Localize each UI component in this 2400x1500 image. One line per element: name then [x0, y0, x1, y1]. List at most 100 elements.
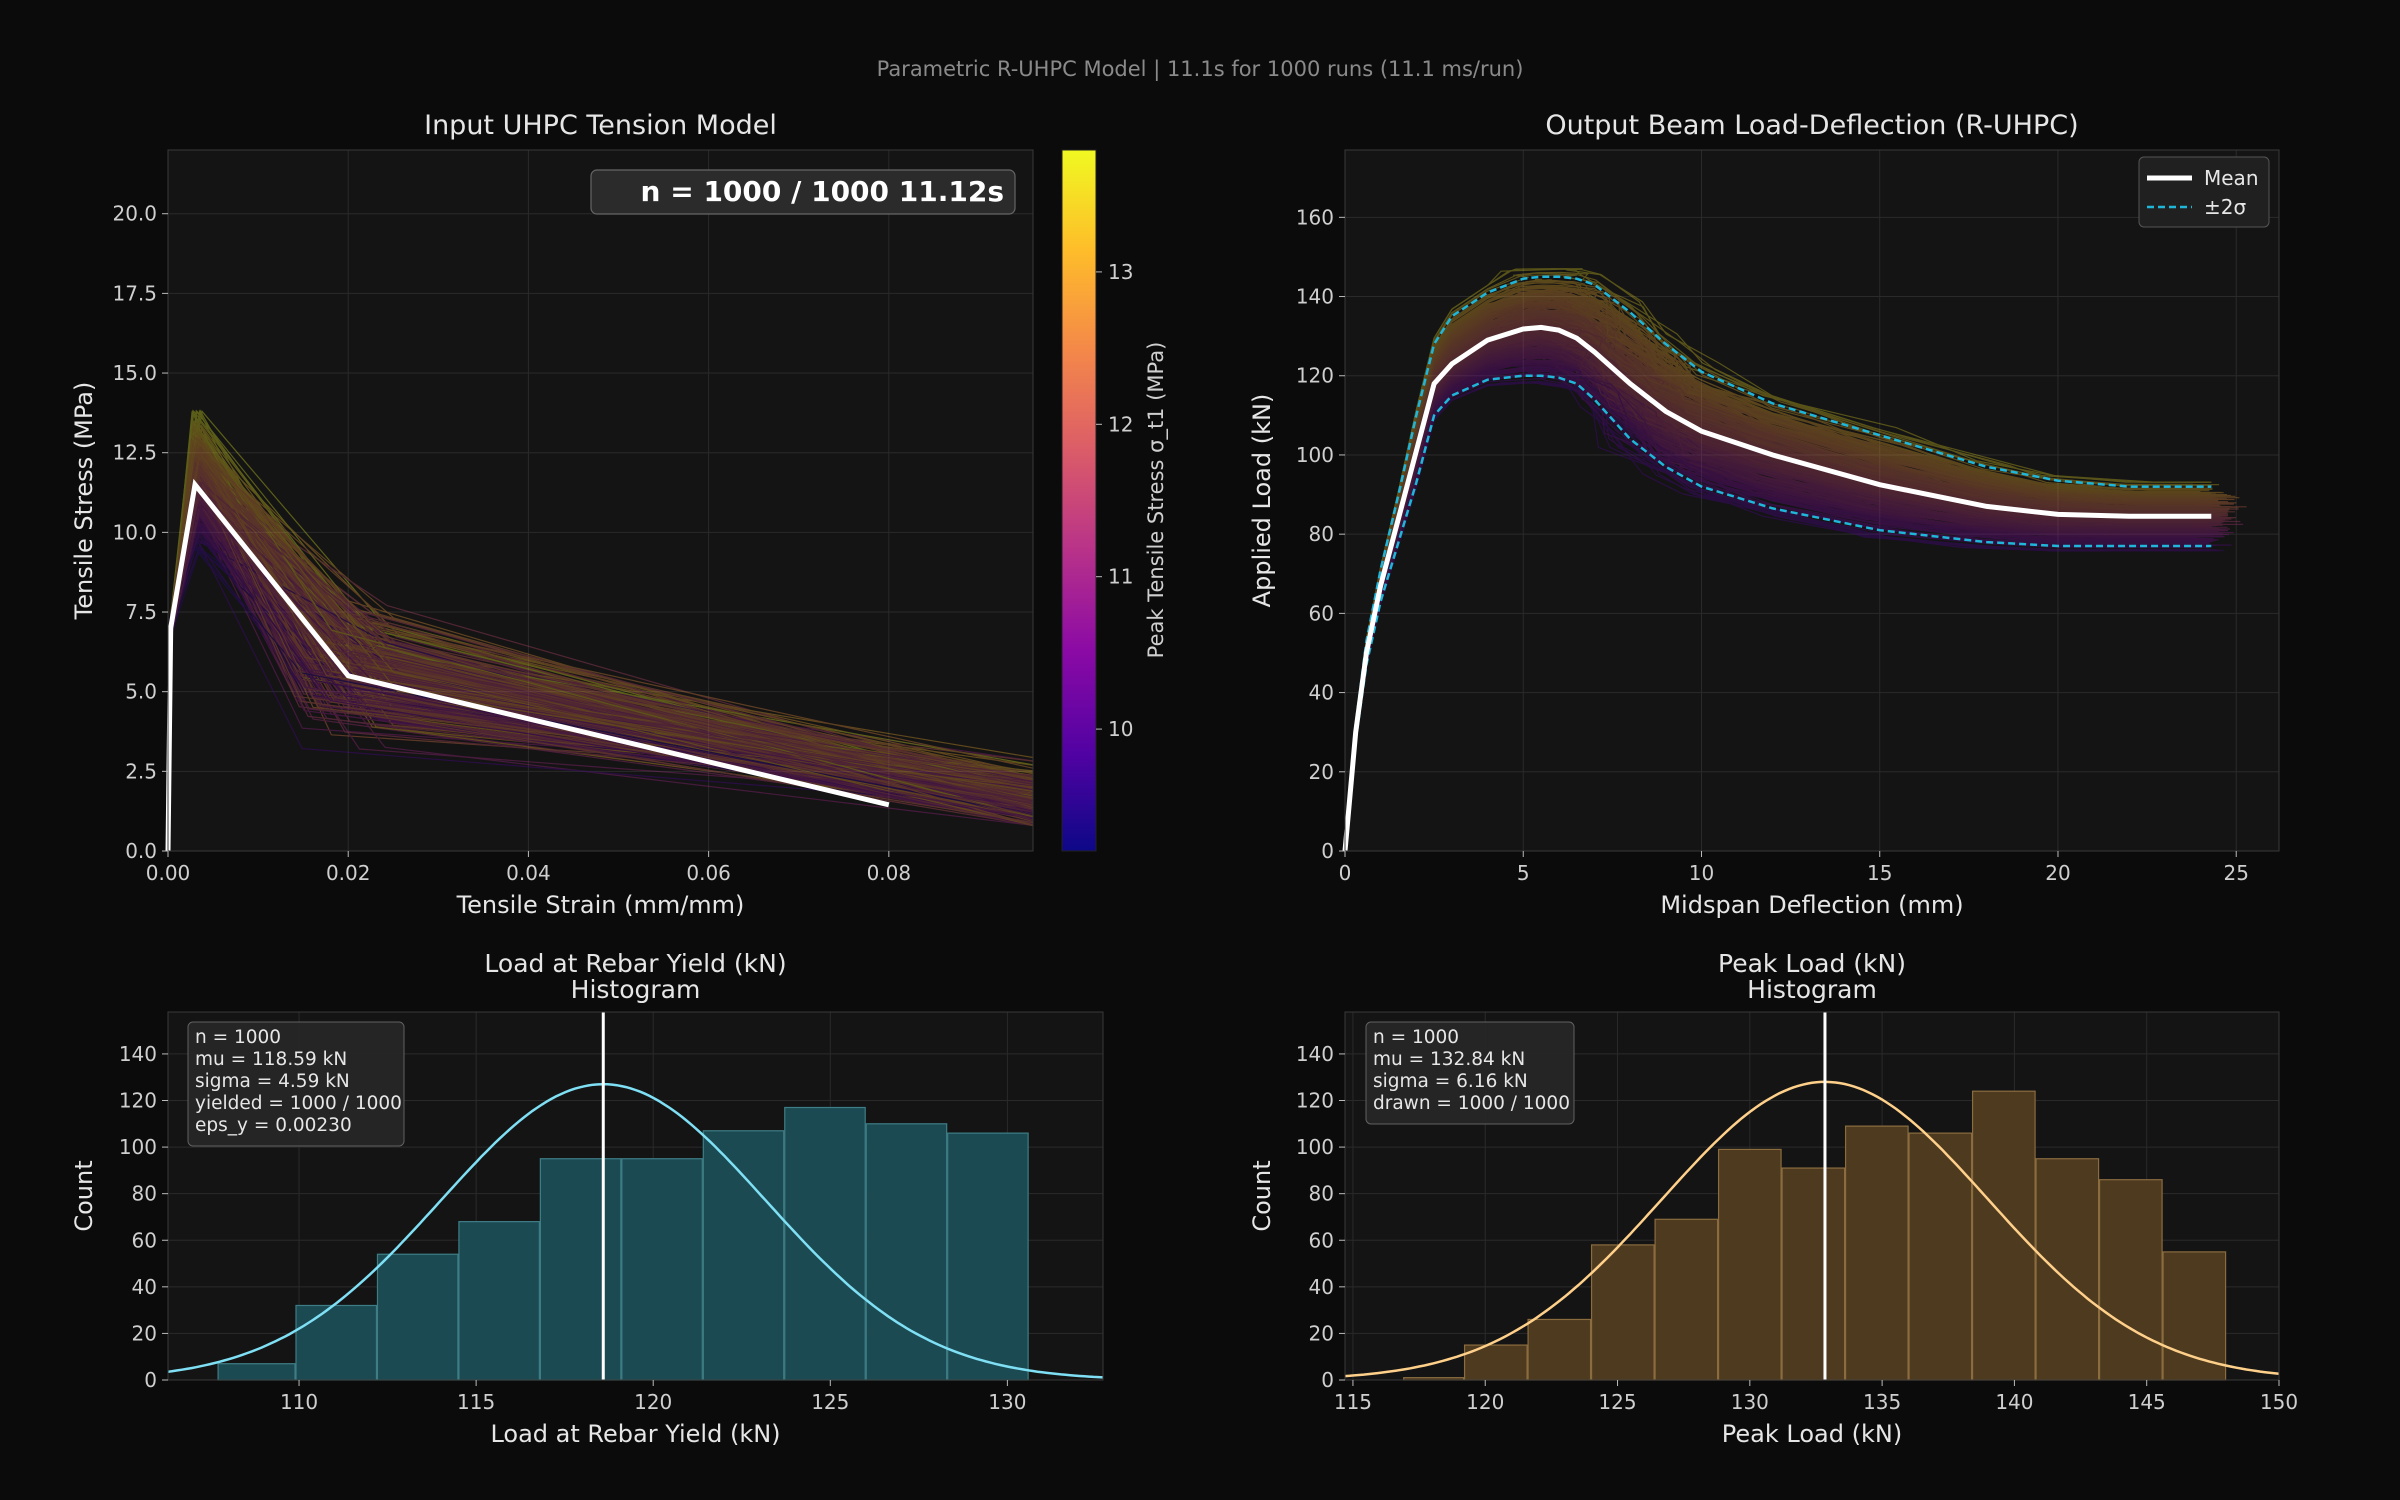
hist1-ytick-label: 60: [132, 1228, 157, 1252]
hist1-xtick-label: 115: [457, 1390, 495, 1414]
loaddefl-ytick-label: 0: [1321, 839, 1334, 863]
loaddefl-ylabel: Applied Load (kN): [1248, 394, 1276, 608]
loaddefl-sample-curve: [1345, 353, 2213, 851]
hist1-bar: [702, 1130, 785, 1381]
loaddefl-sample-curve: [1345, 298, 2208, 851]
loaddefl-sample-curve: [1345, 300, 2206, 851]
loaddefl-sample-curve: [1345, 363, 2214, 851]
loaddefl-sample-curve: [1345, 302, 2206, 851]
loaddefl-sample-curve: [1345, 297, 2225, 851]
loaddefl-sample-curve: [1345, 359, 2225, 851]
loaddefl-sample-curve: [1345, 294, 2199, 851]
loaddefl-sample-curve: [1345, 295, 2240, 851]
loaddefl-ytick-label: 160: [1296, 205, 1334, 229]
tension-ytick-label: 15.0: [112, 361, 157, 385]
loaddefl-sample-curve: [1345, 268, 2211, 851]
loaddefl-sample-curve: [1345, 352, 2206, 851]
loaddefl-sample-curve: [1345, 354, 2204, 851]
legend-sigma-label: ±2σ: [2204, 195, 2246, 219]
hist2-xtick-label: 145: [2128, 1390, 2166, 1414]
loaddefl-sample-curve: [1345, 297, 2192, 851]
loaddefl-sample-curve: [1345, 301, 2228, 851]
hist2-ytick-label: 0: [1321, 1368, 1334, 1392]
colorbar-label: Peak Tensile Stress σ_t1 (MPa): [1144, 342, 1169, 659]
tension-xtick-label: 0.04: [506, 861, 551, 885]
colorbar-tick-label: 10: [1108, 717, 1133, 741]
loaddefl-sample-curve: [1345, 374, 2206, 851]
hist2-bar: [1717, 1148, 1782, 1381]
hist1-bar: [376, 1253, 459, 1381]
colorbar-tick-label: 11: [1108, 565, 1133, 589]
loaddefl-sample-curve: [1345, 303, 2202, 851]
loaddefl-sample-curve: [1345, 293, 2211, 851]
hist1-xlabel: Load at Rebar Yield (kN): [490, 1420, 780, 1448]
hist2-ytick-label: 140: [1296, 1042, 1334, 1066]
loaddefl-plot-area: [1345, 150, 2279, 851]
loaddefl-sample-curve: [1345, 296, 2212, 851]
tension-model-chart: 0.00 0.02 0.04 0.06 0.08 0.0 2.5 5.0 7.5 10.0 12.5…: [70, 110, 1034, 919]
loaddefl-sample-curve: [1345, 296, 2215, 851]
hist1-ytick-label: 140: [119, 1042, 157, 1066]
loaddefl-xtick-label: 25: [2223, 861, 2248, 885]
hist1-stats-line: yielded = 1000 / 1000: [195, 1093, 402, 1114]
tension-xtick-label: 0.08: [867, 861, 912, 885]
loaddefl-sample-curve: [1345, 359, 2225, 851]
hist1-xtick-label: 120: [634, 1390, 672, 1414]
loaddefl-sample-curve: [1345, 291, 2231, 851]
loaddefl-sample-curve: [1345, 303, 2206, 851]
tension-ylabel: Tensile Stress (MPa): [70, 382, 98, 621]
loaddefl-frame: [1344, 149, 2280, 852]
loaddefl-sample-curve: [1345, 292, 2208, 851]
loaddefl-xtick-label: 0: [1339, 861, 1352, 885]
loaddefl-sample-curve: [1345, 363, 2213, 851]
peak-load-histogram: 115 120 125 130 135 140 145 150 0 20 40 60 80 100 120 1…: [1248, 949, 2298, 1448]
loaddefl-sample-curve: [1345, 302, 2195, 851]
loaddefl-sample-curve: [1345, 290, 2227, 851]
tension-ytick-label: 20.0: [112, 202, 157, 226]
loaddefl-sample-curve: [1345, 292, 2215, 851]
hist1-bar: [865, 1123, 948, 1381]
tension-title: Input UHPC Tension Model: [424, 110, 777, 141]
loaddefl-upper-2sigma: [1343, 275, 2212, 852]
loaddefl-sample-curve: [1345, 296, 2211, 851]
hist1-ytick-label: 80: [132, 1182, 157, 1206]
loaddefl-sample-curve: [1345, 303, 2219, 851]
loaddefl-sample-curve: [1345, 353, 2234, 851]
loaddefl-sample-curve: [1345, 365, 2219, 851]
hist1-ytick-label: 40: [132, 1275, 157, 1299]
loaddefl-sample-curve: [1345, 359, 2197, 851]
tension-ytick-label: 2.5: [125, 759, 157, 783]
hist2-bar: [1844, 1125, 1909, 1381]
hist2-bar: [2035, 1158, 2100, 1381]
loaddefl-sample-curve: [1345, 355, 2224, 851]
loaddefl-sample-curve: [1345, 296, 2204, 851]
loaddefl-sample-curve: [1345, 299, 2219, 851]
loaddefl-sample-curve: [1345, 351, 2213, 851]
loaddefl-title: Output Beam Load-Deflection (R-UHPC): [1545, 110, 2078, 141]
hist2-xtick-label: 135: [1863, 1390, 1901, 1414]
loaddefl-sample-curve: [1345, 293, 2189, 851]
yield-load-histogram: 110 115 120 125 130 0 20 40 60 80 100 120 140 Load at…: [70, 949, 1104, 1448]
loaddefl-sample-curve: [1345, 297, 2235, 851]
loaddefl-sample-curve: [1345, 292, 2217, 851]
tension-ytick-label: 17.5: [112, 281, 157, 305]
tension-mean-curve: [165, 478, 890, 852]
loaddefl-sample-curve: [1345, 297, 2219, 851]
tension-xtick-label: 0.00: [146, 861, 191, 885]
loaddefl-sample-curve: [1345, 292, 2226, 851]
loaddefl-sample-curve: [1345, 368, 2213, 851]
loaddefl-sample-curve: [1345, 292, 2225, 851]
colorbar-tick-label: 12: [1108, 412, 1133, 436]
loaddefl-sample-curve: [1345, 365, 2193, 851]
loaddefl-sample-curve: [1345, 349, 2228, 851]
loaddefl-sample-curve: [1345, 296, 2204, 851]
hist2-xtick-label: 130: [1731, 1390, 1769, 1414]
loaddefl-xtick-label: 5: [1517, 861, 1530, 885]
loaddefl-sample-curve: [1345, 353, 2206, 851]
loaddefl-sample-curve: [1345, 268, 2209, 851]
loaddefl-sample-curve: [1345, 362, 2196, 851]
hist1-ylabel: Count: [70, 1160, 98, 1231]
tension-annotation-text: n = 1000 / 1000 11.12s: [641, 175, 1004, 208]
